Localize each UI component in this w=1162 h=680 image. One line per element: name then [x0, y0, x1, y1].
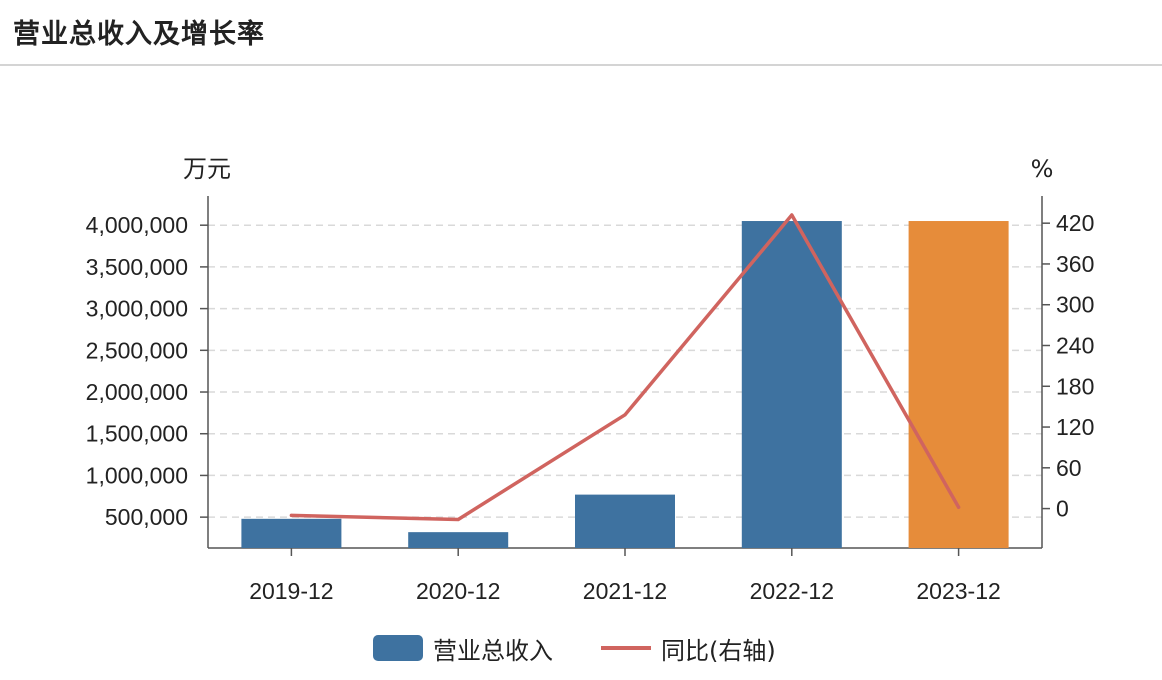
- y-right-tick-label: 360: [1056, 251, 1094, 277]
- y-right-unit-label: %: [1031, 155, 1054, 183]
- y-right-tick-label: 0: [1056, 496, 1069, 522]
- yoy-point: [790, 213, 794, 217]
- legend-swatch-yoy: [601, 646, 651, 650]
- y-left-tick-label: 500,000: [105, 504, 188, 530]
- yoy-point: [623, 413, 627, 417]
- chart-title: 营业总收入及增长率: [13, 19, 265, 50]
- revenue-bar: [908, 221, 1009, 549]
- y-left-tick-label: 2,500,000: [86, 337, 188, 363]
- revenue-bar: [575, 494, 675, 548]
- legend-label-revenue: 营业总收入: [433, 636, 553, 665]
- legend-swatch-revenue: [373, 635, 423, 661]
- x-tick-label: 2021-12: [583, 578, 667, 604]
- revenue-bar: [741, 221, 842, 549]
- y-right-tick-label: 420: [1056, 210, 1094, 236]
- yoy-point: [289, 513, 293, 517]
- y-right-tick-label: 180: [1056, 373, 1094, 399]
- x-tick-label: 2020-12: [416, 578, 500, 604]
- yoy-growth-line: [289, 213, 961, 522]
- y-left-tick-label: 3,500,000: [86, 254, 188, 280]
- y-right-tick-label: 240: [1056, 332, 1094, 358]
- legend-label-yoy: 同比(右轴): [661, 636, 776, 665]
- y-left-tick-label: 1,500,000: [86, 421, 188, 447]
- legend-item-revenue[interactable]: 营业总收入: [373, 628, 553, 668]
- x-tick-label: 2023-12: [916, 578, 1000, 604]
- y-left-unit-label: 万元: [183, 155, 231, 183]
- y-left-tick-label: 2,000,000: [86, 379, 188, 405]
- revenue-bar: [408, 532, 509, 548]
- legend-item-yoy[interactable]: 同比(右轴): [601, 628, 776, 668]
- y-right-tick-label: 300: [1056, 292, 1094, 318]
- y-left-tick-label: 3,000,000: [86, 296, 188, 322]
- y-right-tick-label: 60: [1056, 455, 1082, 481]
- x-tick-label: 2019-12: [249, 578, 333, 604]
- y-left-tick-label: 4,000,000: [86, 212, 188, 238]
- yoy-point: [957, 505, 961, 509]
- chart-header: 营业总收入及增长率: [0, 0, 1162, 66]
- yoy-point: [456, 517, 460, 521]
- chart-legend: 营业总收入 同比(右轴): [0, 628, 1162, 668]
- x-tick-label: 2022-12: [750, 578, 834, 604]
- revenue-bar: [241, 518, 342, 548]
- y-right-tick-label: 120: [1056, 414, 1094, 440]
- y-left-tick-label: 1,000,000: [86, 462, 188, 488]
